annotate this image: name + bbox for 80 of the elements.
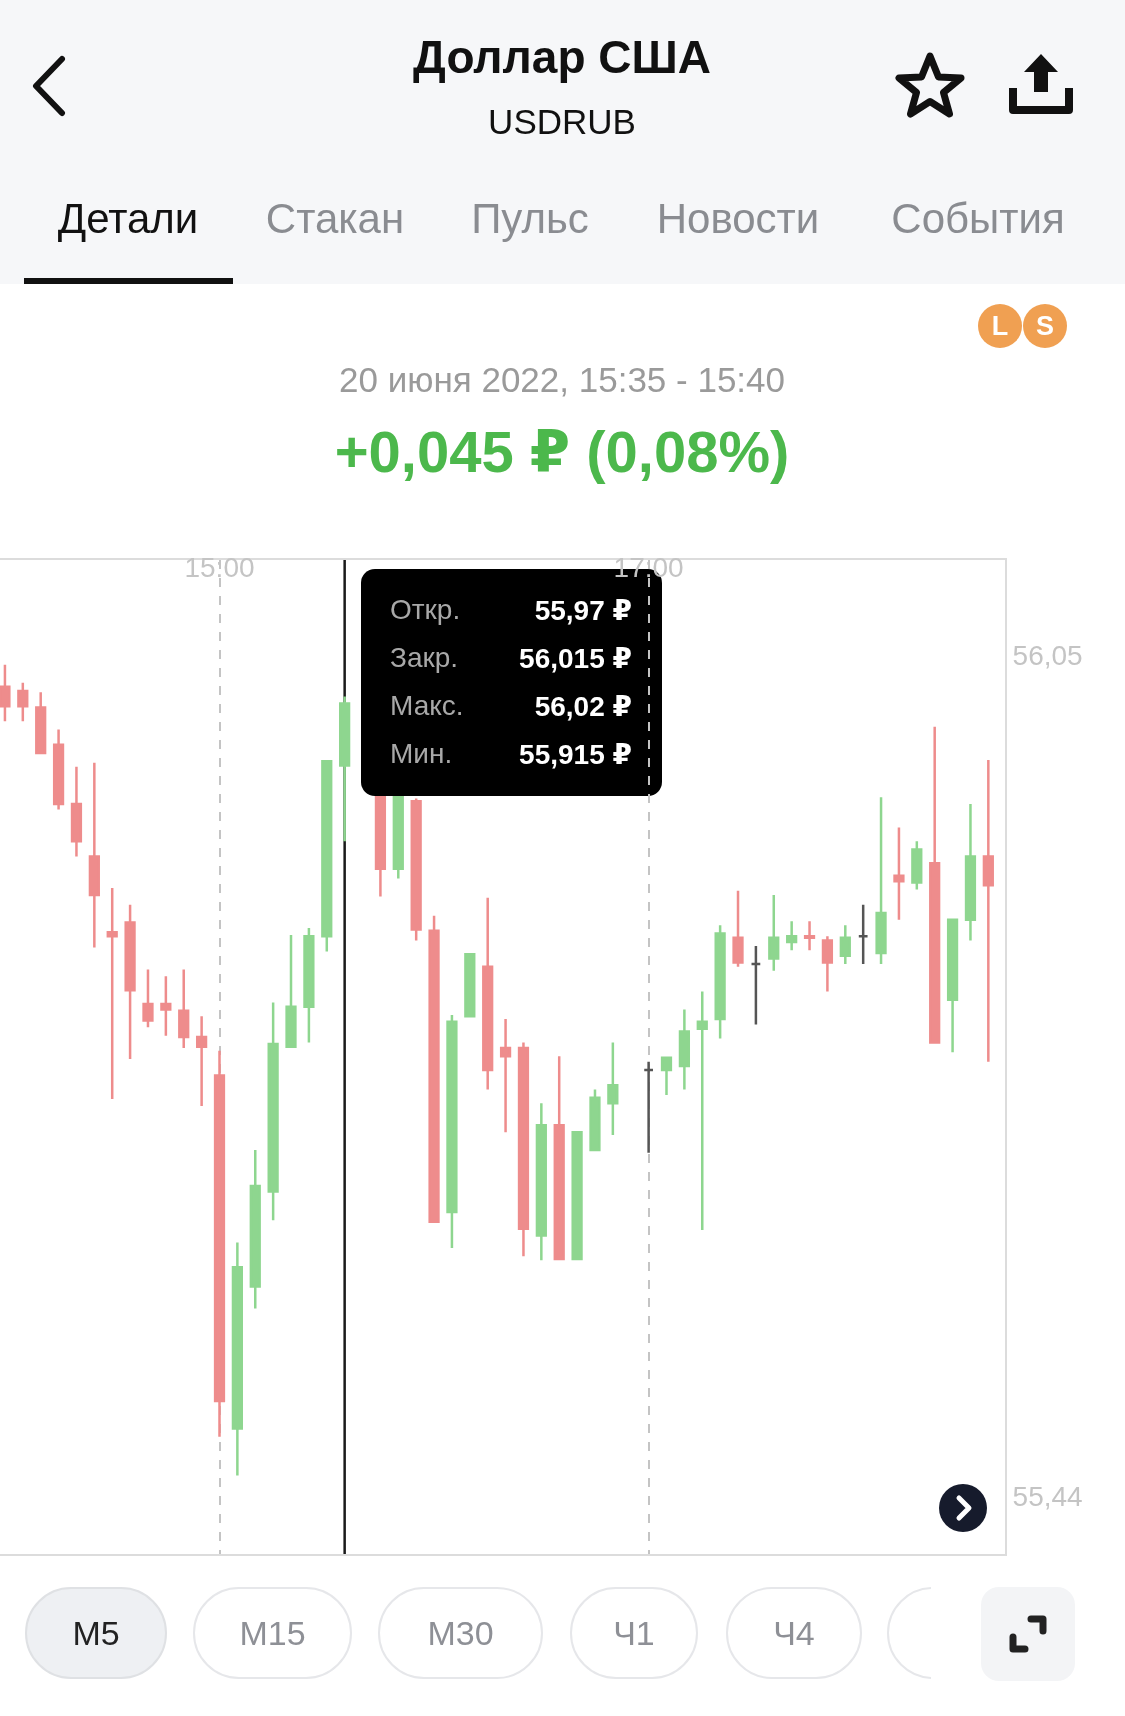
- candlestick: [124, 903, 136, 1061]
- candlestick: [893, 826, 905, 922]
- candlestick: [714, 924, 726, 1040]
- candlestick: [428, 914, 440, 1223]
- candlestick: [803, 919, 816, 952]
- candlestick: [374, 795, 387, 898]
- candlestick: [339, 695, 351, 843]
- candlestick: [964, 802, 977, 942]
- candlestick: [946, 918, 959, 1054]
- candlestick: [106, 886, 118, 1101]
- annotation: 56,02 ₽: [534, 690, 632, 723]
- candlestick: [875, 795, 887, 966]
- annotation: Мин.: [390, 738, 453, 770]
- pill-button[interactable]: Ч4: [726, 1587, 862, 1679]
- candlestick: [285, 933, 297, 1048]
- annotation: Откр.: [390, 594, 461, 626]
- candlestick: [696, 990, 708, 1232]
- y-tick-label: 56,05: [1012, 639, 1083, 671]
- candlestick: [178, 968, 190, 1050]
- text: Пульс: [471, 195, 589, 243]
- candlestick: [839, 924, 851, 966]
- candlestick: [88, 761, 100, 949]
- candlestick: [660, 1056, 673, 1097]
- candlestick: [231, 1241, 243, 1477]
- candlestick: [571, 1130, 583, 1261]
- candlestick: [70, 765, 83, 858]
- annotation: 55,915 ₽: [519, 738, 632, 771]
- candlestick: [535, 1101, 547, 1262]
- y-tick-label: 55,44: [1012, 1480, 1083, 1512]
- candlestick: [857, 903, 869, 966]
- candlestick: [678, 1008, 691, 1091]
- text: События: [891, 195, 1065, 243]
- text: +0,045 ₽ (0,08%): [334, 418, 790, 486]
- candlestick: [410, 797, 422, 942]
- candlestick: [0, 663, 11, 723]
- pill-button[interactable]: M30: [378, 1587, 543, 1679]
- candlestick: [911, 839, 923, 891]
- candlestick: [303, 926, 315, 1044]
- candlestick: [499, 1017, 512, 1134]
- text: Детали: [57, 195, 199, 243]
- annotation: 55,97 ₽: [534, 594, 632, 627]
- candlestick: [786, 919, 798, 952]
- candlestick: [446, 1013, 458, 1250]
- annotation: Макс.: [390, 690, 464, 722]
- candlestick: [732, 889, 744, 968]
- candlestick: [160, 975, 172, 1037]
- annotation: 56,015 ₽: [519, 642, 632, 675]
- candlestick: [464, 953, 476, 1018]
- candlestick: [392, 795, 404, 880]
- candlestick: [821, 935, 834, 993]
- candlestick: [52, 728, 65, 811]
- candlestick: [195, 1015, 208, 1108]
- candlestick: [517, 1041, 530, 1258]
- chart-title: Доллар США: [413, 30, 711, 84]
- pill-button[interactable]: Ч1: [570, 1587, 698, 1679]
- candlestick: [249, 1148, 261, 1310]
- text: L: [991, 310, 1009, 342]
- candlestick: [553, 1055, 565, 1261]
- text: 20 июня 2022, 15:35 - 15:40: [338, 360, 786, 400]
- pill-button[interactable]: M15: [193, 1587, 352, 1679]
- text: Стакан: [265, 195, 405, 243]
- candlestick: [142, 968, 154, 1029]
- candlestick: [321, 760, 333, 953]
- chart-subtitle: USDRUB: [488, 102, 636, 142]
- candlestick: [17, 681, 29, 723]
- candlestick: [589, 1088, 601, 1152]
- pill-button[interactable]: M5: [25, 1587, 167, 1679]
- candlestick: [768, 893, 780, 973]
- text: S: [1035, 310, 1055, 342]
- candlestick: [642, 1060, 655, 1155]
- candlestick: [35, 691, 47, 755]
- candlestick: [482, 896, 494, 1091]
- x-tick-label: 15:00: [184, 552, 255, 583]
- candlestick: [750, 944, 762, 1026]
- candlestick: [929, 725, 941, 1044]
- candlestick: [267, 1001, 279, 1222]
- annotation: Закр.: [390, 642, 459, 674]
- text: Новости: [656, 195, 820, 243]
- candlestick: [607, 1041, 619, 1137]
- candlestick: [982, 758, 994, 1064]
